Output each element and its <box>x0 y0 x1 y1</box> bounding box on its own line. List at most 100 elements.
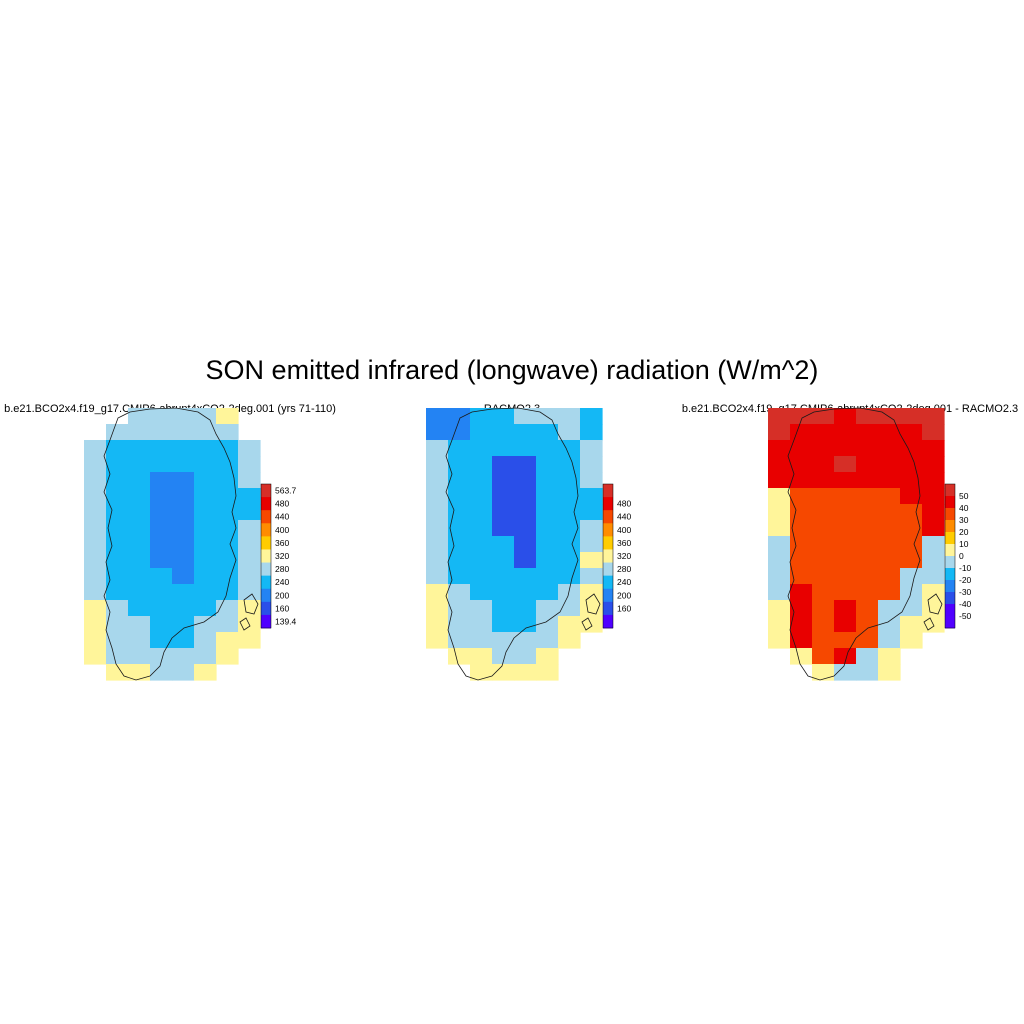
grid-cell <box>492 664 515 681</box>
grid-cell <box>172 616 195 633</box>
colorbar-box <box>261 523 271 537</box>
grid-cell <box>768 472 791 489</box>
colorbar-box <box>945 496 955 509</box>
grid-cell <box>448 648 471 665</box>
grid-cell <box>812 600 835 617</box>
grid-cell <box>834 664 857 681</box>
grid-cell <box>856 440 879 457</box>
colorbar-box <box>261 510 271 524</box>
grid-cell <box>84 600 107 617</box>
grid-cell <box>514 568 537 585</box>
grid-cell <box>448 488 471 505</box>
grid-cell <box>856 648 879 665</box>
grid-cell <box>172 520 195 537</box>
grid-cell <box>106 488 129 505</box>
grid-cell <box>492 504 515 521</box>
grid-cell <box>426 568 449 585</box>
grid-cell <box>790 616 813 633</box>
grid-cell <box>150 584 173 601</box>
grid-cell <box>922 504 945 521</box>
grid-cell <box>194 424 217 441</box>
grid-cell <box>536 600 559 617</box>
grid-cell <box>470 488 493 505</box>
grid-cell <box>558 616 581 633</box>
grid-cell <box>536 408 559 425</box>
colorbar-tick-label: 280 <box>275 564 289 574</box>
colorbar-box <box>603 536 613 550</box>
colorbar-tick-label: 360 <box>275 538 289 548</box>
grid-cell <box>470 552 493 569</box>
grid-cell <box>900 616 923 633</box>
colorbar-tick-label: 400 <box>617 525 631 535</box>
grid-cell <box>470 632 493 649</box>
colorbar-box <box>945 568 955 581</box>
grid-cell <box>194 504 217 521</box>
grid-cell <box>900 552 923 569</box>
grid-cell <box>106 536 129 553</box>
grid-cell <box>878 520 901 537</box>
grid-cell <box>470 536 493 553</box>
grid-cell <box>768 440 791 457</box>
grid-cell <box>172 584 195 601</box>
colorbar-box <box>603 497 613 511</box>
colorbar-tick-label: 360 <box>617 538 631 548</box>
grid-cell <box>834 456 857 473</box>
colorbar-box <box>603 523 613 537</box>
grid-cell <box>878 488 901 505</box>
grid-cell <box>790 536 813 553</box>
grid-cell <box>856 552 879 569</box>
colorbar-box <box>603 575 613 590</box>
grid-cell <box>790 440 813 457</box>
grid-cell <box>900 584 923 601</box>
grid-cell <box>84 552 107 569</box>
grid-cell <box>84 488 107 505</box>
figure-title: SON emitted infrared (longwave) radiatio… <box>205 355 819 385</box>
grid-cell <box>426 552 449 569</box>
grid-cell <box>194 568 217 585</box>
grid-cell <box>536 584 559 601</box>
grid-cell <box>128 424 151 441</box>
grid-cell <box>558 552 581 569</box>
grid-cell <box>812 552 835 569</box>
grid-cell <box>536 504 559 521</box>
grid-cell <box>216 632 239 649</box>
grid-cell <box>426 632 449 649</box>
grid-cell <box>922 520 945 537</box>
grid-cell <box>536 456 559 473</box>
grid-cell <box>580 520 603 537</box>
grid-cell <box>580 440 603 457</box>
grid-cell <box>812 408 835 425</box>
field-grid <box>426 408 603 681</box>
grid-cell <box>426 440 449 457</box>
grid-cell <box>856 600 879 617</box>
grid-cell <box>834 568 857 585</box>
greenland-map-racmo: 480 440 400 360 320 280 240 200 160 <box>426 407 631 681</box>
grid-cell <box>878 600 901 617</box>
colorbar-tick-label: 50 <box>959 491 969 501</box>
grid-cell <box>856 504 879 521</box>
grid-cell <box>194 408 217 425</box>
grid-cell <box>768 568 791 585</box>
grid-cell <box>470 440 493 457</box>
grid-cell <box>470 472 493 489</box>
grid-cell <box>128 632 151 649</box>
grid-cell <box>834 488 857 505</box>
coastline <box>445 407 579 681</box>
grid-cell <box>536 520 559 537</box>
grid-cell <box>856 456 879 473</box>
colorbar-box <box>603 484 613 498</box>
grid-cell <box>172 456 195 473</box>
grid-cell <box>536 632 559 649</box>
grid-cell <box>106 568 129 585</box>
grid-cell <box>536 440 559 457</box>
colorbar-tick-label: 480 <box>275 499 289 509</box>
colorbar-tick-label: -40 <box>959 599 972 609</box>
grid-cell <box>194 648 217 665</box>
grid-cell <box>172 536 195 553</box>
grid-cell <box>194 440 217 457</box>
grid-cell <box>514 664 537 681</box>
grid-cell <box>790 488 813 505</box>
grid-cell <box>856 632 879 649</box>
grid-cell <box>84 616 107 633</box>
grid-cell <box>900 504 923 521</box>
